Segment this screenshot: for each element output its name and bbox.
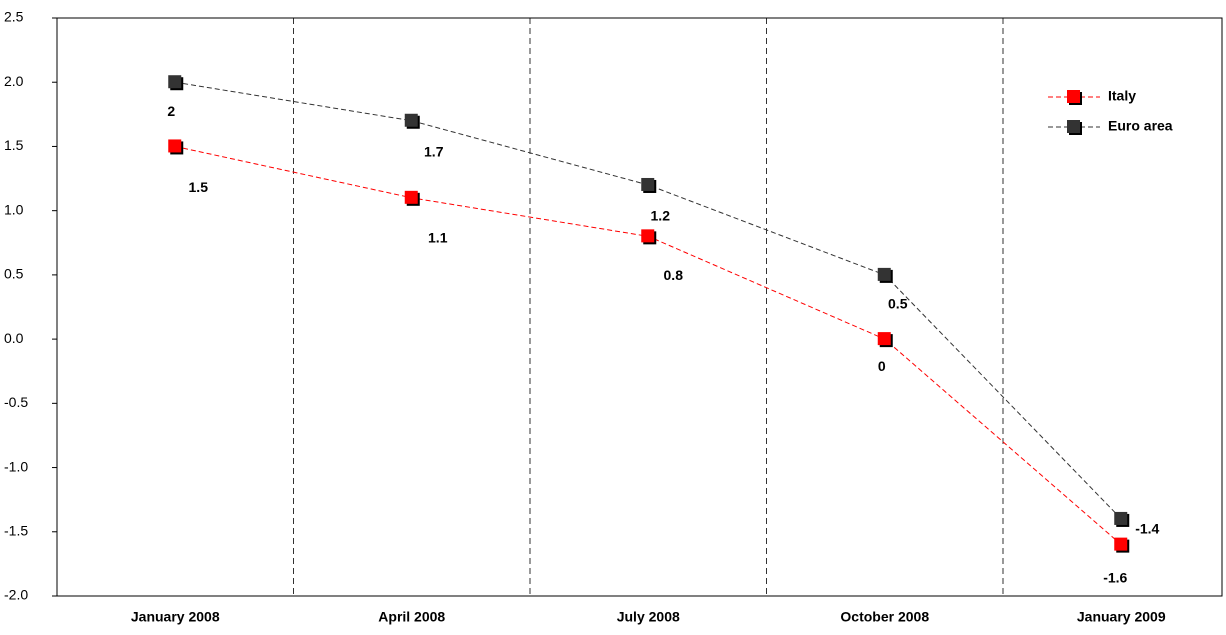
y-tick-label: 0.5: [4, 266, 24, 282]
data-label: 1.7: [424, 143, 444, 159]
plot-frame: [56, 17, 1223, 597]
marker: [168, 75, 182, 89]
data-label: 1.5: [189, 179, 209, 195]
data-label: -1.4: [1135, 521, 1159, 537]
marker: [404, 190, 418, 204]
y-tick-label: -1.0: [4, 458, 28, 474]
legend-marker: [1067, 120, 1080, 133]
legend-marker: [1067, 90, 1080, 103]
y-tick-label: 1.0: [4, 201, 24, 217]
y-tick-label: -2.0: [4, 587, 28, 603]
marker: [1114, 537, 1128, 551]
series-line: [175, 145, 1122, 545]
y-tick-label: 0.0: [4, 330, 24, 346]
marker: [404, 113, 418, 127]
y-tick-label: 2.5: [4, 9, 24, 25]
legend-label: Euro area: [1108, 118, 1173, 134]
data-label: -1.6: [1103, 569, 1127, 585]
data-label: 0.8: [664, 267, 684, 283]
data-label: 1.1: [428, 230, 448, 246]
marker: [877, 332, 891, 346]
legend-label: Italy: [1108, 88, 1136, 104]
data-label: 1.2: [651, 208, 671, 224]
data-label: 0.5: [888, 296, 908, 312]
data-label: 0: [878, 358, 886, 374]
marker: [877, 267, 891, 281]
series-line: [175, 81, 1122, 520]
x-tick-label: October 2008: [840, 609, 929, 625]
x-tick-label: January 2008: [131, 609, 220, 625]
marker: [1114, 511, 1128, 525]
data-label: 2: [167, 103, 175, 119]
x-tick-label: July 2008: [617, 609, 680, 625]
marker: [641, 177, 655, 191]
y-tick-label: 2.0: [4, 73, 24, 89]
y-tick-label: -1.5: [4, 522, 28, 538]
marker: [641, 229, 655, 243]
x-tick-label: April 2008: [378, 609, 445, 625]
y-tick-label: 1.5: [4, 137, 24, 153]
marker: [168, 139, 182, 153]
x-tick-label: January 2009: [1077, 609, 1166, 625]
y-tick-label: -0.5: [4, 394, 28, 410]
